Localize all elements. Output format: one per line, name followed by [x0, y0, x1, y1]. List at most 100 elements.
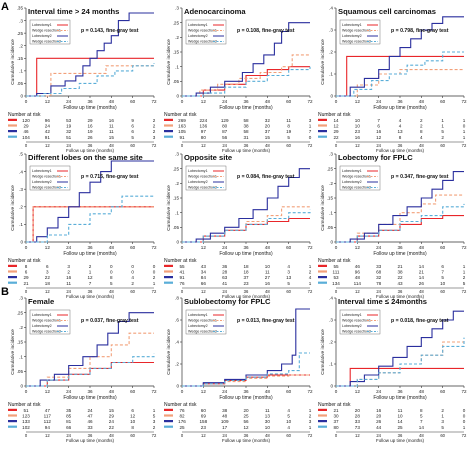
y-tick-label: .05	[17, 369, 24, 374]
x-tick-label: 36	[397, 245, 403, 250]
risk-table-tick: 12	[355, 433, 360, 438]
risk-table-tick: 12	[45, 289, 50, 294]
y-tick-label: .15	[173, 196, 180, 201]
risk-table-tick: 48	[265, 143, 270, 148]
risk-table-value: 15	[265, 135, 271, 140]
risk-table-value: 47	[87, 414, 93, 419]
x-tick-label: 60	[440, 389, 446, 394]
x-tick-label: 0	[335, 99, 338, 104]
risk-table-value: 8	[25, 264, 28, 269]
x-tick-label: 36	[397, 389, 403, 394]
series-line	[336, 310, 464, 387]
risk-table-value: 18	[243, 270, 249, 275]
risk-table-value: 60	[201, 408, 207, 413]
risk-table-value: 0	[153, 270, 156, 275]
x-axis-label: Follow up time (months)	[373, 105, 427, 111]
risk-table-value: 69	[201, 414, 207, 419]
risk-table-value: 6	[25, 270, 28, 275]
risk-table-tick: 72	[462, 289, 467, 294]
risk-table-value: 136	[199, 124, 207, 129]
x-tick-label: 72	[151, 99, 157, 104]
legend-label: Wedge resection2	[342, 40, 371, 44]
risk-table-tick: 72	[152, 433, 157, 438]
y-axis-label: Cumulative incidence	[166, 329, 172, 375]
legend-label: Wedge resection2	[188, 330, 217, 334]
risk-table-value: 2	[67, 270, 70, 275]
risk-table-tick: 48	[419, 289, 424, 294]
risk-table-value: 18	[243, 264, 249, 269]
risk-table-value: 24	[109, 419, 115, 424]
risk-table-value: 24	[87, 408, 93, 413]
risk-table-value: 29	[23, 275, 29, 280]
x-tick-label: 48	[419, 389, 425, 394]
x-tick-label: 36	[397, 99, 403, 104]
risk-table-tick: 0	[25, 433, 28, 438]
risk-table-value: 2	[420, 124, 423, 129]
chart-title: Interval time ≤ 24months	[338, 297, 427, 306]
risk-row-color	[318, 135, 327, 138]
legend-label: Wedge resection1	[342, 175, 371, 179]
risk-table-header: Number at risk	[8, 112, 41, 118]
legend-label: Lobectomy2	[342, 324, 362, 328]
y-tick-label: .2	[19, 205, 23, 210]
risk-table-value: 91	[45, 135, 51, 140]
risk-row-color	[318, 281, 327, 284]
series-line	[336, 203, 465, 243]
x-tick-label: 0	[181, 245, 184, 250]
risk-table-value: 80	[333, 425, 339, 430]
risk-table-tick: 24	[376, 143, 381, 148]
y-tick-label: .4	[19, 169, 23, 174]
risk-table-value: 48	[222, 414, 228, 419]
y-axis-label: Cumulative incidence	[10, 185, 16, 231]
risk-table-value: 20	[355, 408, 361, 413]
risk-table-value: 12	[87, 275, 93, 280]
risk-table-header: Number at risk	[318, 112, 351, 118]
risk-table-value: 7	[309, 129, 312, 134]
risk-table-tick: 60	[130, 143, 135, 148]
legend-label: Wedge resection1	[188, 29, 217, 33]
risk-table-value: 42	[45, 129, 51, 134]
x-tick-label: 12	[201, 389, 207, 394]
risk-table-tick: 12	[201, 289, 206, 294]
risk-table-value: 15	[109, 135, 115, 140]
risk-table-value: 3	[153, 419, 156, 424]
x-tick-label: 72	[151, 245, 157, 250]
x-tick-label: 0	[25, 389, 28, 394]
x-tick-label: 24	[376, 389, 382, 394]
series-line	[336, 16, 464, 97]
risk-table-value: 9	[131, 118, 134, 123]
risk-table-value: 2	[309, 270, 312, 275]
p-value-text: p = 0.018, fine-gray test	[391, 318, 449, 324]
risk-table-value: 2	[89, 264, 92, 269]
risk-row-color	[8, 276, 17, 279]
legend-label: Wedge resection1	[32, 29, 61, 33]
x-tick-label: 48	[265, 245, 271, 250]
legend-label: Wedge resection1	[342, 319, 371, 323]
x-tick-label: 72	[151, 389, 157, 394]
risk-table-value: 11	[265, 408, 270, 413]
risk-table-tick: 60	[286, 143, 291, 148]
x-tick-label: 72	[307, 245, 313, 250]
x-tick-label: 72	[461, 389, 467, 394]
legend-box	[185, 165, 227, 191]
legend-box	[29, 309, 71, 335]
risk-row-color	[164, 264, 173, 267]
risk-row-color	[318, 276, 327, 279]
risk-table-value: 2	[153, 118, 156, 123]
y-tick-label: .05	[327, 225, 334, 230]
risk-table-value: 96	[355, 270, 361, 275]
chart-title: Lobectomy for FPLC	[338, 153, 413, 162]
risk-table-value: 17	[222, 425, 228, 430]
risk-table-value: 2	[131, 281, 134, 286]
series-line	[26, 353, 155, 387]
x-tick-label: 60	[130, 99, 136, 104]
risk-table-value: 1	[309, 425, 312, 430]
risk-table-value: 43	[201, 264, 207, 269]
risk-row-color	[318, 118, 327, 121]
x-tick-label: 36	[243, 389, 249, 394]
risk-row-color	[164, 270, 173, 273]
x-axis-label: Follow up time (months)	[63, 395, 117, 401]
risk-table-tick: 60	[440, 143, 445, 148]
